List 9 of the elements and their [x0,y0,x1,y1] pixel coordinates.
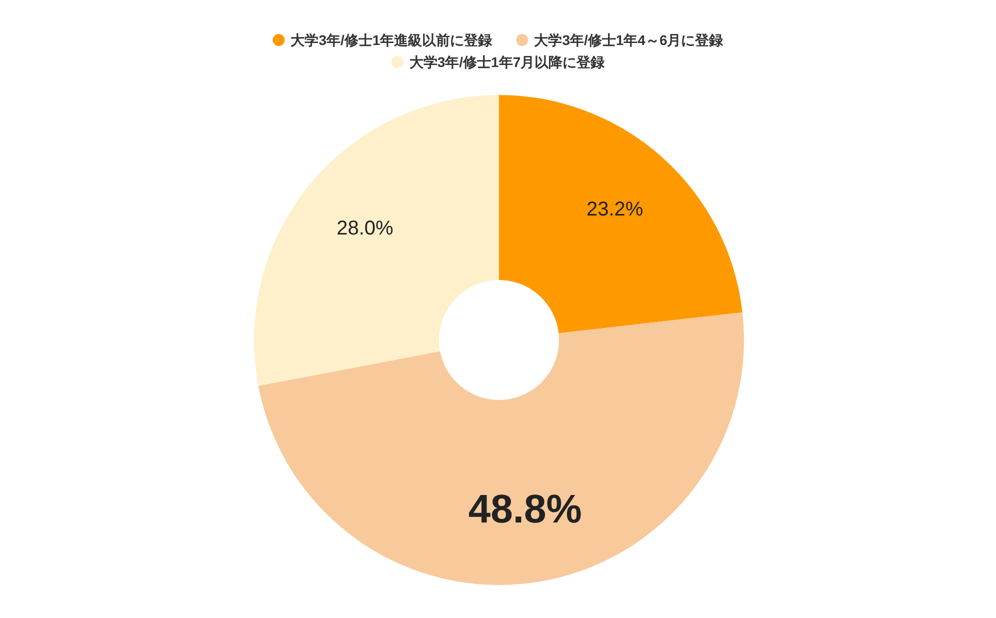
legend-label: 大学3年/修士1年4～6月に登録 [534,32,724,48]
data-label: 23.2% [586,198,644,221]
donut-slice [258,312,744,585]
legend-label: 大学3年/修士1年進級以前に登録 [290,32,494,48]
data-label: 28.0% [336,217,394,240]
donut-slice [254,95,499,386]
donut-slice [499,95,742,334]
legend-label: 大学3年/修士1年7月以降に登録 [409,54,606,70]
data-label: 48.8% [468,488,582,532]
